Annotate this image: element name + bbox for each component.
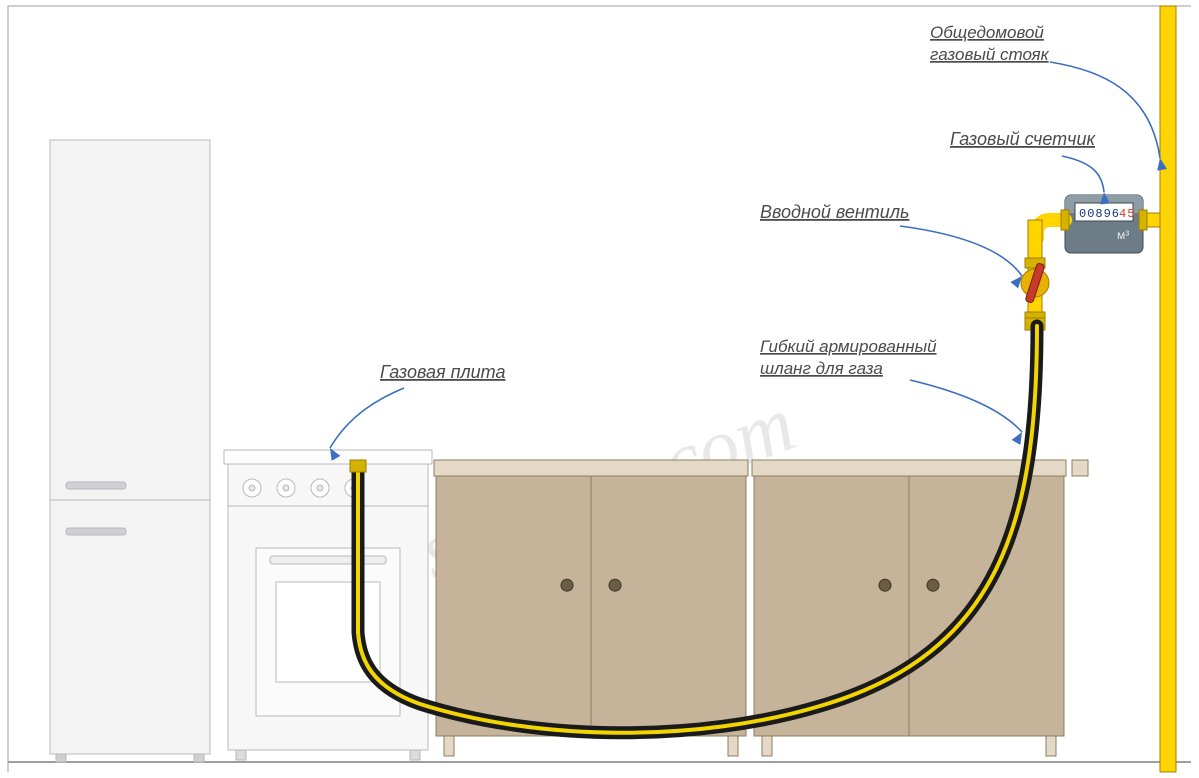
label-hose-line-1: шланг для газа — [760, 359, 883, 378]
gas-meter: 0089645 м³ — [1037, 195, 1147, 253]
label-valve-line-0: Вводной вентиль — [760, 202, 909, 222]
arrow-valve — [900, 226, 1022, 276]
meter-unit: м³ — [1117, 228, 1129, 242]
label-hose-line-0: Гибкий армированный — [760, 337, 937, 356]
stove-fitting — [350, 460, 366, 472]
arrow-meter — [1062, 156, 1104, 192]
label-stove-line-0: Газовая плита — [380, 362, 505, 382]
label-meter: Газовый счетчик — [950, 129, 1104, 192]
arrow-stove — [330, 388, 404, 448]
label-valve: Вводной вентиль — [760, 202, 1022, 276]
label-riser-line-0: Общедомовой — [930, 23, 1044, 42]
gas-riser — [1160, 6, 1176, 772]
inlet-valve — [1021, 263, 1049, 304]
label-stove: Газовая плита — [330, 362, 505, 448]
label-riser-line-1: газовый стояк — [930, 45, 1050, 64]
fridge — [50, 140, 210, 762]
gas-stove — [224, 450, 432, 760]
meter-reading-main: 00896 — [1079, 207, 1120, 221]
label-hose: Гибкий армированный шланг для газа — [760, 337, 1022, 432]
label-meter-line-0: Газовый счетчик — [950, 129, 1096, 149]
diagram-canvas: obustroeno.com0089645м³Общедомовойгазовы… — [0, 0, 1199, 778]
cabinet-1 — [434, 460, 748, 756]
arrow-hose — [910, 380, 1022, 432]
counter-edge — [1072, 460, 1088, 476]
meter-reading-frac: 45 — [1119, 207, 1135, 221]
